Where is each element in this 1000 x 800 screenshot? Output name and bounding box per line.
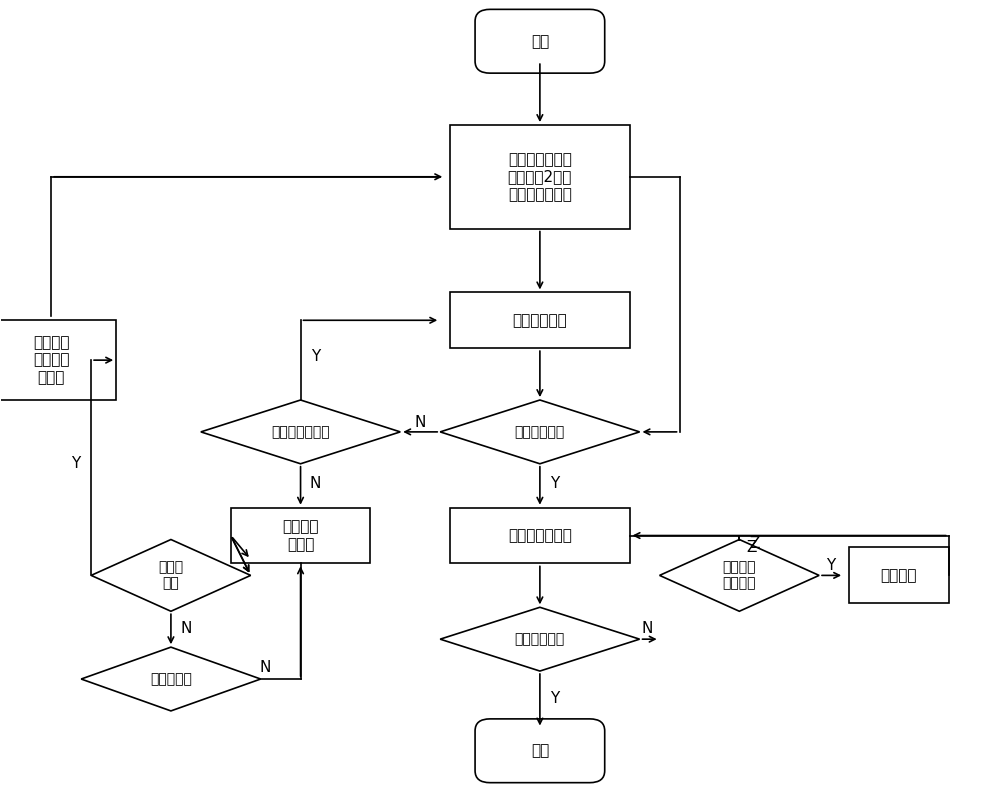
Text: N: N: [180, 622, 192, 636]
Text: Y: Y: [550, 476, 559, 491]
Text: 合并母线: 合并母线: [881, 568, 917, 583]
Bar: [450, 292, 630, 348]
Text: Y: Y: [311, 349, 320, 364]
Text: Z: Z: [749, 536, 759, 551]
Bar: [849, 547, 949, 603]
Polygon shape: [91, 539, 251, 611]
Text: 沿端点向
外搜索: 沿端点向 外搜索: [282, 519, 319, 552]
Bar: [450, 125, 630, 229]
Text: Y: Y: [550, 691, 559, 706]
Text: 于两元件
间增加母
线节点: 于两元件 间增加母 线节点: [33, 335, 70, 385]
Text: N: N: [260, 659, 271, 674]
Text: 遍历是否结束: 遍历是否结束: [515, 425, 565, 439]
Text: Z: Z: [746, 540, 756, 555]
FancyBboxPatch shape: [475, 719, 605, 782]
Text: 遍历所有连接线: 遍历所有连接线: [508, 528, 572, 543]
Bar: [231, 508, 370, 563]
Text: 遍历元件端点: 遍历元件端点: [513, 313, 567, 328]
Text: N: N: [642, 622, 653, 636]
Text: 是否为元件: 是否为元件: [150, 672, 192, 686]
Polygon shape: [440, 400, 640, 464]
Text: 是否连接到母线: 是否连接到母线: [271, 425, 330, 439]
Text: 开始: 开始: [531, 34, 549, 49]
Text: N: N: [310, 476, 321, 491]
Text: Y: Y: [826, 558, 836, 573]
Bar: [450, 508, 630, 563]
Text: Y: Y: [72, 456, 81, 471]
Polygon shape: [660, 539, 819, 611]
Polygon shape: [440, 607, 640, 671]
Text: 是否为
母线: 是否为 母线: [158, 560, 183, 590]
Bar: [0, 320, 116, 400]
Text: 遍历是否结束: 遍历是否结束: [515, 632, 565, 646]
Text: N: N: [415, 415, 426, 430]
Polygon shape: [81, 647, 261, 711]
Text: 结束: 结束: [531, 743, 549, 758]
FancyBboxPatch shape: [475, 10, 605, 73]
Text: 遍历节点，将出
线度大于2的节
点归为母线节点: 遍历节点，将出 线度大于2的节 点归为母线节点: [508, 152, 572, 202]
Polygon shape: [201, 400, 400, 464]
Text: 两端均为
母线节点: 两端均为 母线节点: [723, 560, 756, 590]
